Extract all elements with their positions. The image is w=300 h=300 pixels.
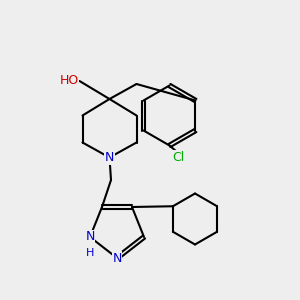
- Text: N: N: [85, 230, 95, 244]
- Text: H: H: [86, 248, 94, 259]
- Text: N: N: [112, 251, 122, 265]
- Text: HO: HO: [59, 74, 79, 88]
- Text: N: N: [105, 151, 114, 164]
- Text: Cl: Cl: [172, 151, 184, 164]
